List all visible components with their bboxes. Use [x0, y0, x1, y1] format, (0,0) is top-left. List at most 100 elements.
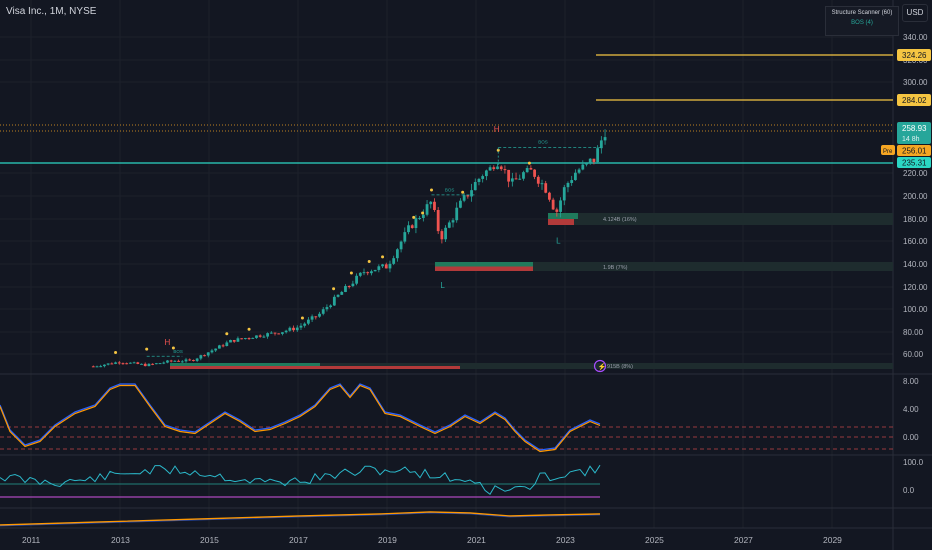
candle: [581, 164, 585, 170]
candle: [362, 272, 366, 274]
candle: [247, 338, 251, 340]
candle: [536, 176, 540, 184]
candle: [514, 178, 518, 180]
time-tick: 2013: [111, 535, 130, 545]
candle: [128, 362, 132, 364]
last-price-label: 258.93: [902, 124, 927, 133]
candle: [106, 363, 110, 365]
level-tag: [897, 157, 931, 168]
price-tick: 200.00: [903, 192, 928, 201]
candle: [103, 364, 106, 367]
candle: [499, 166, 503, 170]
candle: [440, 231, 444, 240]
candle: [154, 363, 158, 365]
candle: [117, 362, 121, 364]
candle: [421, 214, 425, 218]
swing-dot: [300, 316, 304, 320]
candle: [525, 168, 529, 173]
candle: [510, 178, 514, 182]
candle: [366, 272, 370, 274]
swing-low-label: L: [556, 236, 561, 245]
candle: [110, 363, 114, 365]
candle: [303, 323, 307, 326]
candle: [236, 338, 240, 342]
symbol-title[interactable]: Visa Inc., 1M, NYSE: [6, 6, 97, 17]
time-tick: 2015: [200, 535, 219, 545]
price-tag-label: 324.26: [902, 51, 927, 60]
candle: [329, 305, 333, 308]
candle: [455, 207, 459, 221]
candle: [321, 309, 325, 314]
bos-label: BOS: [173, 349, 183, 354]
candle: [429, 201, 433, 205]
candle: [384, 264, 388, 269]
candle: [373, 269, 377, 272]
candle: [214, 348, 218, 351]
level-tag-label: 235.31: [902, 159, 927, 168]
candle: [462, 195, 466, 201]
volume-label: 915B (8%): [607, 364, 633, 370]
candle: [99, 366, 103, 368]
candle: [203, 355, 206, 357]
candle: [585, 163, 588, 165]
candle: [599, 140, 603, 149]
lightning-icon: [593, 359, 607, 373]
candle: [551, 199, 555, 210]
candle: [377, 266, 381, 270]
candle: [340, 291, 344, 295]
price-tick: 300.00: [903, 78, 928, 87]
candle: [548, 192, 551, 200]
swing-dot: [247, 327, 251, 331]
price-tick: 100.00: [903, 305, 928, 314]
swing-dot: [421, 211, 425, 215]
candle: [158, 363, 162, 365]
swing-dot: [381, 255, 385, 259]
volume-label: 1.9B (7%): [603, 265, 628, 271]
candle: [358, 272, 362, 276]
currency-button[interactable]: USD: [902, 4, 928, 22]
candle: [199, 355, 203, 359]
candle: [336, 294, 340, 297]
candle: [466, 195, 470, 197]
candle: [125, 363, 129, 365]
candle: [481, 176, 485, 179]
swing-dot: [114, 350, 118, 354]
candle: [332, 296, 336, 306]
candle: [292, 327, 295, 331]
time-tick: 2019: [378, 535, 397, 545]
zone-bear: [435, 266, 533, 271]
candle: [306, 319, 310, 324]
zone: [170, 363, 893, 369]
candle: [540, 183, 544, 185]
candle: [169, 360, 173, 362]
candle: [603, 137, 607, 141]
candle: [507, 169, 511, 182]
swing-dot: [496, 148, 500, 152]
rsi-tick: 0.0: [903, 486, 915, 495]
candle: [284, 330, 288, 333]
candle: [251, 337, 255, 339]
candle: [288, 327, 292, 331]
osc-slow-line: [0, 384, 601, 453]
candle: [281, 332, 284, 334]
volume-label: 4.124B (16%): [603, 217, 637, 223]
time-tick: 2025: [645, 535, 664, 545]
last-price-tag: [897, 122, 931, 144]
candle: [477, 178, 481, 183]
candle: [162, 362, 166, 364]
candle: [392, 258, 396, 264]
candle: [195, 358, 199, 361]
candle: [488, 167, 492, 171]
swing-dot: [367, 259, 371, 263]
candle: [258, 335, 262, 337]
structure-scanner-panel[interactable]: Structure Scanner (60) BOS (4): [825, 6, 899, 36]
candle: [470, 190, 473, 197]
candle: [381, 264, 384, 267]
candle: [273, 332, 277, 334]
candle: [573, 172, 577, 181]
candle: [310, 316, 314, 320]
price-tick: 180.00: [903, 215, 928, 224]
candle: [570, 180, 574, 183]
candle: [444, 227, 447, 240]
